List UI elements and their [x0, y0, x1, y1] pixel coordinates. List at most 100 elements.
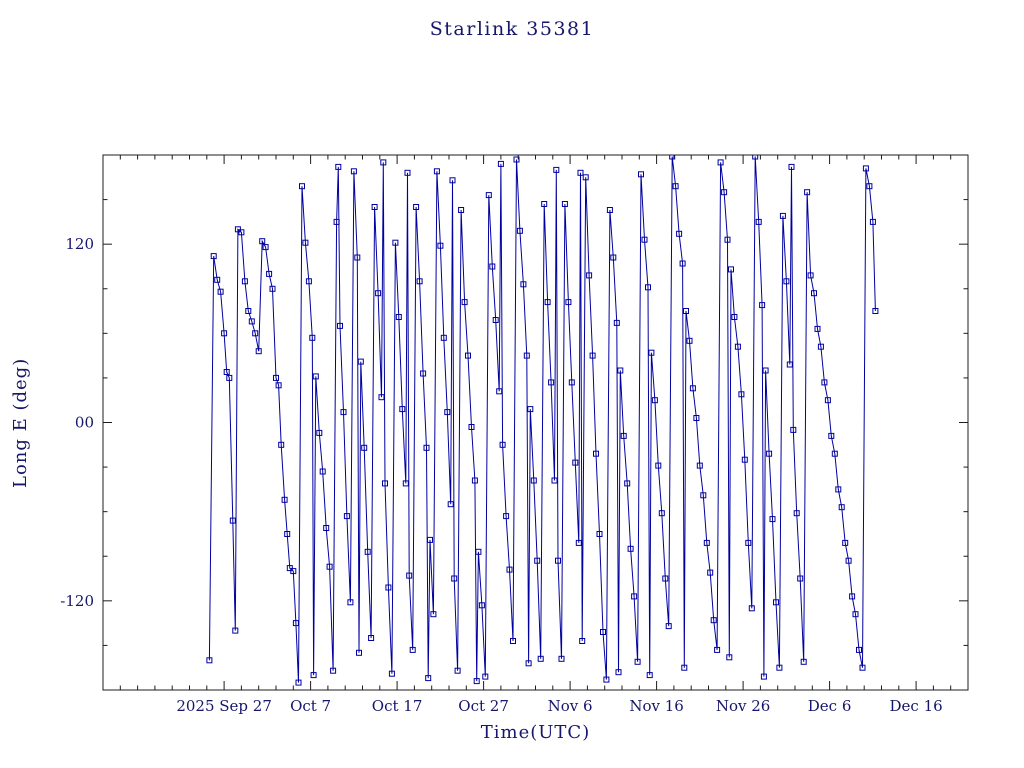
data-point-marker: [451, 575, 458, 582]
data-point-marker: [347, 599, 354, 606]
data-point-marker: [624, 480, 631, 487]
data-point-marker: [631, 593, 638, 600]
data-point-marker: [232, 627, 239, 634]
data-point-marker: [527, 406, 534, 413]
data-point-marker: [399, 406, 406, 413]
data-point-marker: [427, 536, 433, 543]
data-point-marker: [728, 266, 734, 273]
data-point-marker: [350, 168, 357, 175]
data-point-marker: [726, 654, 733, 661]
data-point-marker: [783, 278, 790, 285]
data-point-marker: [335, 163, 342, 170]
data-point-marker: [485, 192, 492, 199]
data-point-marker: [489, 263, 496, 270]
data-point-marker: [856, 646, 862, 653]
data-point-marker: [510, 638, 516, 644]
data-point-marker: [478, 602, 485, 609]
data-point-marker: [862, 165, 869, 172]
data-point-marker: [292, 620, 299, 627]
x-tick-label: Oct 17: [372, 697, 423, 715]
data-point-marker: [333, 218, 340, 225]
data-point-marker: [869, 218, 876, 225]
data-point-marker: [468, 424, 475, 430]
data-point-marker: [413, 204, 420, 210]
data-point-marker: [392, 239, 399, 246]
data-point-marker: [734, 343, 741, 350]
data-point-marker: [217, 288, 224, 295]
data-point-marker: [769, 516, 776, 523]
data-point-marker: [615, 669, 622, 676]
data-point-marker: [838, 504, 845, 511]
data-point-marker: [582, 174, 589, 181]
data-point-marker: [388, 670, 395, 677]
data-point-marker: [779, 212, 786, 219]
data-point-marker: [281, 496, 288, 503]
x-tick-label: Dec 16: [890, 697, 943, 715]
data-point-marker: [275, 382, 282, 389]
data-point-marker: [589, 352, 596, 359]
data-point-marker: [248, 318, 255, 325]
data-point-marker: [703, 539, 710, 546]
data-point-marker: [284, 531, 291, 537]
data-point-marker: [378, 394, 385, 401]
data-point-marker: [672, 183, 679, 190]
data-point-marker: [645, 284, 651, 291]
data-point-marker: [665, 623, 672, 630]
data-point-marker: [404, 169, 411, 176]
data-point-marker: [686, 337, 693, 344]
data-point-marker: [755, 218, 762, 225]
data-point-marker: [828, 432, 835, 439]
data-point-marker: [689, 385, 696, 392]
data-point-marker: [707, 569, 714, 576]
data-point-marker: [872, 308, 879, 314]
data-point-marker: [482, 673, 489, 680]
data-point-marker: [530, 477, 537, 484]
x-tick-label: 2025 Sep 27: [176, 697, 272, 715]
data-point-marker: [223, 369, 230, 375]
data-point-marker: [710, 617, 717, 624]
data-point-marker: [669, 155, 676, 160]
data-point-marker: [309, 334, 316, 341]
data-point-marker: [804, 189, 811, 196]
series-line: [208, 156, 876, 683]
data-point-marker: [214, 276, 221, 283]
chart-title: Starlink 35381: [429, 18, 595, 40]
data-point-marker: [831, 450, 838, 457]
data-point-marker: [473, 678, 480, 685]
data-point-marker: [551, 477, 558, 484]
data-point-marker: [371, 204, 378, 210]
data-point-marker: [693, 415, 700, 421]
data-point-marker: [714, 646, 721, 653]
data-point-marker: [745, 539, 752, 546]
x-tick-label: Nov 26: [716, 697, 771, 715]
data-point-marker: [361, 444, 368, 451]
data-point-marker: [516, 227, 523, 234]
x-tick-label: Oct 27: [458, 697, 509, 715]
data-point-marker: [579, 638, 586, 644]
data-point-marker: [658, 510, 665, 517]
data-point-marker: [525, 660, 532, 667]
data-point-marker: [440, 334, 447, 341]
data-point-marker: [679, 260, 686, 267]
data-point-marker: [395, 314, 402, 320]
data-point-marker: [683, 308, 689, 314]
data-point-marker: [238, 229, 245, 236]
y-tick-label: -120: [60, 592, 94, 610]
data-point-marker: [343, 513, 350, 520]
data-point-marker: [430, 611, 437, 618]
data-point-marker: [273, 374, 279, 381]
plot-frame: [102, 154, 969, 691]
data-point-marker: [793, 510, 800, 517]
data-point-marker: [648, 349, 655, 356]
data-point-marker: [641, 236, 648, 243]
data-point-marker: [786, 361, 793, 368]
data-point-marker: [586, 272, 593, 279]
data-point-marker: [790, 426, 797, 433]
data-point-marker: [773, 599, 779, 606]
data-point-marker: [420, 370, 427, 377]
data-point-marker: [577, 169, 584, 176]
data-point-marker: [721, 189, 728, 196]
x-tick-label: Dec 6: [808, 697, 852, 715]
data-point-marker: [620, 432, 627, 439]
data-point-marker: [226, 374, 233, 381]
